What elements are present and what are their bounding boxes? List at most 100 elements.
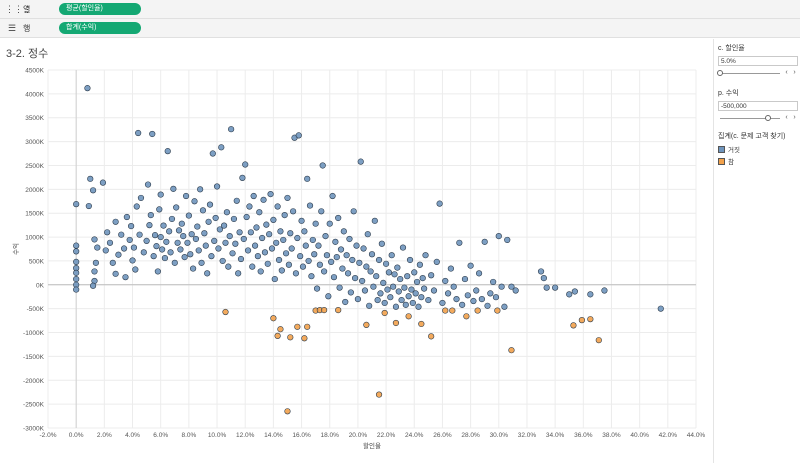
point-true	[442, 307, 449, 314]
legend-item-false[interactable]: 거짓	[718, 144, 798, 154]
point-false	[459, 301, 466, 308]
point-false	[288, 245, 295, 252]
point-false	[332, 238, 339, 245]
point-false	[566, 291, 573, 298]
point-false	[257, 268, 264, 275]
point-false	[411, 269, 418, 276]
point-false	[104, 229, 111, 236]
point-false	[354, 296, 362, 303]
point-true	[381, 309, 388, 317]
chevron-left-icon[interactable]: ‹	[785, 114, 788, 121]
point-false	[226, 233, 233, 240]
point-false	[467, 262, 474, 269]
point-false	[261, 249, 269, 256]
point-false	[132, 266, 139, 273]
point-false	[349, 256, 356, 264]
profit-slider-thumb[interactable]	[765, 115, 771, 121]
point-false	[495, 233, 502, 240]
point-false	[188, 231, 195, 238]
point-true	[449, 307, 456, 314]
point-false	[321, 268, 328, 275]
point-false	[198, 259, 205, 266]
side-panel: c. 할인율 5.0% ‹ › p. 수익 -500,000 ‹ › 집계(c.…	[716, 39, 800, 463]
legend-title: 집계(c. 문제 고객 찾기)	[718, 133, 786, 140]
point-false	[280, 236, 287, 244]
point-true	[222, 308, 229, 316]
chevron-right-icon[interactable]: ›	[793, 114, 796, 121]
point-false	[173, 204, 180, 211]
point-false	[333, 254, 340, 261]
chevron-left-icon[interactable]: ‹	[785, 69, 788, 76]
y-axis-title: 수익	[12, 243, 20, 255]
worksheet: 3-2. 정수 4500K 4000K 3500K 3000K 2500K 2000K 15…	[0, 39, 714, 463]
chevron-right-icon[interactable]: ›	[793, 69, 796, 76]
profit-slider[interactable]: ‹ ›	[718, 113, 798, 123]
point-false	[416, 261, 423, 268]
point-false	[220, 222, 228, 229]
point-false	[89, 187, 97, 194]
point-false	[512, 287, 519, 294]
point-false	[167, 249, 174, 256]
point-false	[464, 292, 471, 299]
point-false	[397, 275, 404, 283]
point-false	[343, 252, 350, 259]
point-false	[174, 239, 181, 246]
point-false	[192, 235, 200, 243]
point-false	[243, 213, 250, 221]
discount-parameter-input[interactable]: 5.0%	[718, 56, 798, 66]
point-false	[290, 208, 297, 215]
point-false	[373, 273, 380, 280]
point-false	[337, 246, 345, 253]
point-true	[463, 313, 470, 320]
point-false	[185, 212, 192, 219]
point-false	[302, 242, 309, 249]
point-false	[225, 263, 232, 270]
point-false	[267, 191, 274, 198]
point-false	[209, 150, 216, 157]
point-false	[273, 239, 280, 246]
point-false	[164, 148, 171, 155]
point-true	[587, 316, 594, 323]
point-false	[129, 257, 136, 264]
point-false	[312, 220, 319, 227]
point-false	[492, 294, 500, 301]
point-false	[428, 272, 435, 279]
point-false	[274, 203, 281, 210]
point-false	[251, 242, 259, 249]
columns-pill[interactable]: 평균(할인율)	[59, 3, 141, 15]
point-false	[253, 224, 260, 231]
y-tick-label: 2500K	[25, 163, 44, 170]
point-false	[394, 264, 401, 271]
point-true	[392, 319, 400, 327]
point-false	[112, 218, 119, 225]
rows-shelf: ☰ 행 합계(수익)	[0, 19, 800, 38]
rows-pill[interactable]: 합계(수익)	[59, 22, 141, 34]
discount-slider[interactable]: ‹ ›	[717, 68, 798, 78]
point-false	[316, 261, 323, 268]
point-false	[84, 85, 91, 92]
point-false	[473, 287, 480, 294]
discount-slider-thumb[interactable]	[717, 70, 723, 76]
legend-item-true[interactable]: 참	[718, 156, 798, 166]
point-false	[216, 226, 223, 233]
point-false	[421, 285, 428, 292]
point-false	[271, 275, 278, 283]
point-false	[136, 231, 143, 238]
point-false	[85, 202, 92, 210]
point-false	[143, 237, 150, 244]
x-tick-label: 34.0%	[546, 432, 565, 439]
point-false	[233, 197, 240, 204]
profit-parameter-input[interactable]: -500,000	[718, 101, 798, 111]
point-false	[306, 202, 314, 209]
y-tick-label: 4500K	[25, 68, 44, 75]
point-false	[157, 233, 164, 241]
point-false	[73, 258, 80, 265]
point-false	[422, 252, 429, 259]
point-false	[367, 268, 374, 275]
point-false	[360, 245, 367, 252]
point-false	[323, 252, 331, 259]
point-false	[199, 207, 207, 214]
point-false	[161, 254, 169, 262]
x-axis-title: 할인율	[363, 441, 381, 450]
legend-label: 참	[728, 159, 734, 166]
